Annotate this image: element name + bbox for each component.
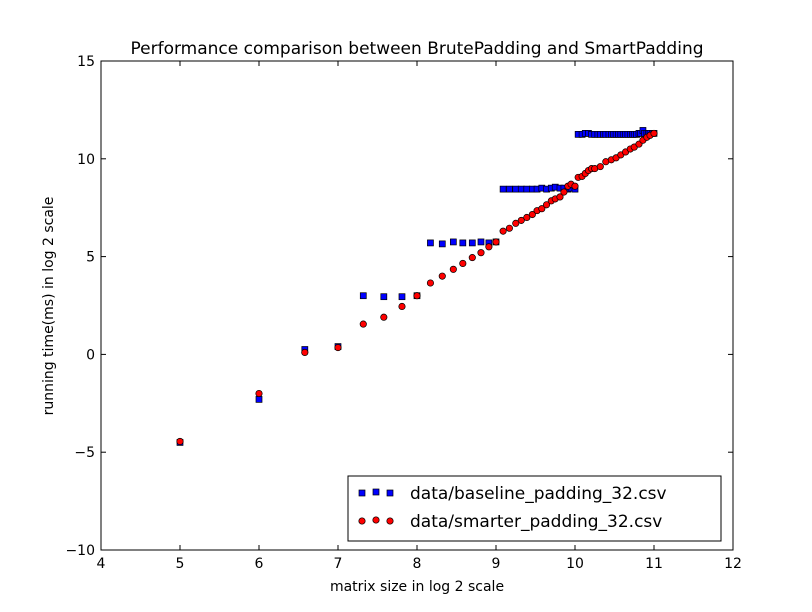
point-s1-14 [485,243,493,251]
axis-ticks: 4 5 6 7 8 9 10 11 12 −10 −5 0 5 10 15 [65,54,741,572]
legend-label-smarter: data/smarter_padding_32.csv [410,512,662,532]
x-tick-label-7: 11 [645,556,663,572]
point-s1-20 [523,213,531,222]
legend-marker-1-0 [358,517,366,525]
legend-marker-0-0 [358,489,366,497]
x-tick-label-6: 10 [566,556,584,572]
legend-box [347,475,722,542]
point-s0-17 [506,185,513,193]
y-axis-title: running time(ms) in log 2 scale [41,197,57,416]
point-s1-2 [301,348,309,356]
point-s1-17 [505,224,513,232]
y-tick-label-3: 5 [86,250,95,266]
x-tick-label-4: 8 [413,556,422,572]
point-s0-10 [449,238,457,246]
point-s0-11 [459,239,467,247]
point-s1-13 [477,249,485,257]
legend-marker-0-2 [386,489,394,497]
x-axis-title: matrix size in log 2 scale [330,579,504,595]
point-s1-3 [334,344,342,352]
point-s1-1 [255,389,263,398]
plot-area [176,127,658,446]
point-s1-9 [438,272,446,280]
point-s1-38 [596,163,604,171]
point-s0-8 [427,239,434,247]
point-s1-24 [543,201,551,209]
point-s1-50 [650,129,658,137]
point-s0-4 [359,292,367,300]
point-s1-12 [468,254,476,262]
point-s0-19 [517,185,525,193]
point-s1-21 [528,210,536,219]
point-s0-12 [468,239,476,247]
point-s1-19 [517,216,525,224]
point-s0-18 [512,185,520,193]
point-s1-18 [512,219,520,227]
x-tick-label-3: 7 [334,556,343,572]
point-s0-13 [477,238,485,246]
point-s1-16 [499,227,507,235]
point-s1-15 [492,238,500,246]
point-s0-9 [438,240,446,248]
point-s1-0 [176,437,184,445]
point-s1-11 [459,259,467,267]
point-s1-4 [359,320,367,328]
point-s1-31 [571,182,579,190]
point-s1-8 [426,279,434,287]
legend-label-baseline: data/baseline_padding_32.csv [410,484,667,504]
point-s1-7 [413,292,421,300]
point-s0-20 [523,185,531,193]
point-s1-27 [556,193,564,201]
x-tick-label-5: 9 [492,556,501,572]
point-s1-28 [560,188,568,196]
y-tick-label-5: 15 [77,54,95,70]
legend-marker-1-2 [386,517,394,525]
chart-title: Performance comparison between BrutePadd… [130,39,703,59]
point-s1-6 [398,302,406,311]
point-s0-16 [499,185,507,193]
point-s1-5 [380,313,388,321]
x-tick-label-2: 6 [255,556,264,572]
y-tick-label-4: 10 [77,152,95,168]
legend-marker-1-1 [372,516,380,524]
legend-marker-0-1 [372,488,380,496]
legend: data/baseline_padding_32.csv data/smarte… [347,475,722,542]
point-s0-5 [380,293,388,301]
point-s1-23 [538,205,546,213]
y-tick-label-0: −10 [65,543,95,559]
x-tick-label-0: 4 [97,556,106,572]
y-tick-label-1: −5 [74,445,95,461]
point-s0-1 [255,396,263,403]
y-tick-label-2: 0 [86,347,95,363]
point-s0-6 [398,293,406,301]
x-tick-label-8: 12 [724,556,742,572]
point-s1-10 [449,265,457,273]
x-tick-label-1: 5 [176,556,185,572]
